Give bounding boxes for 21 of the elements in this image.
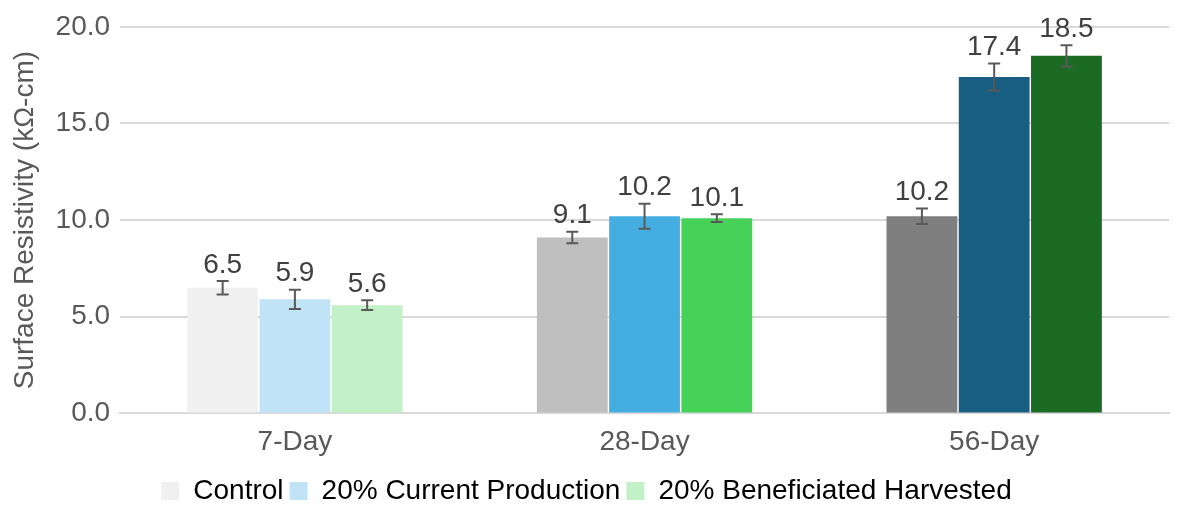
data-label: 10.2 — [617, 170, 672, 202]
legend-label: 20% Current Production — [321, 473, 621, 505]
legend-label: Control — [193, 473, 284, 505]
y-tick-label: 10.0 — [55, 202, 111, 234]
x-tick-label: 28-Day — [599, 424, 690, 456]
data-label: 10.1 — [689, 181, 745, 213]
data-label: 5.6 — [347, 267, 387, 299]
x-tick-label: 56-Day — [949, 424, 1040, 456]
data-label: 10.2 — [894, 175, 950, 207]
data-label: 17.4 — [966, 30, 1022, 62]
data-label: 9.1 — [552, 198, 592, 230]
y-tick-label: 20.0 — [55, 9, 111, 41]
data-label: 6.5 — [203, 247, 243, 279]
data-label: 5.9 — [275, 256, 315, 288]
y-tick-label: 0.0 — [71, 396, 111, 428]
y-axis-title: Surface Resistivity (kΩ-cm) — [7, 50, 39, 390]
y-tick-label: 5.0 — [71, 299, 111, 331]
x-tick-label: 7-Day — [257, 424, 333, 456]
data-label: 18.5 — [1039, 11, 1094, 43]
y-tick-label: 15.0 — [55, 106, 111, 138]
legend-label: 20% Beneficiated Harvested — [658, 473, 1012, 505]
